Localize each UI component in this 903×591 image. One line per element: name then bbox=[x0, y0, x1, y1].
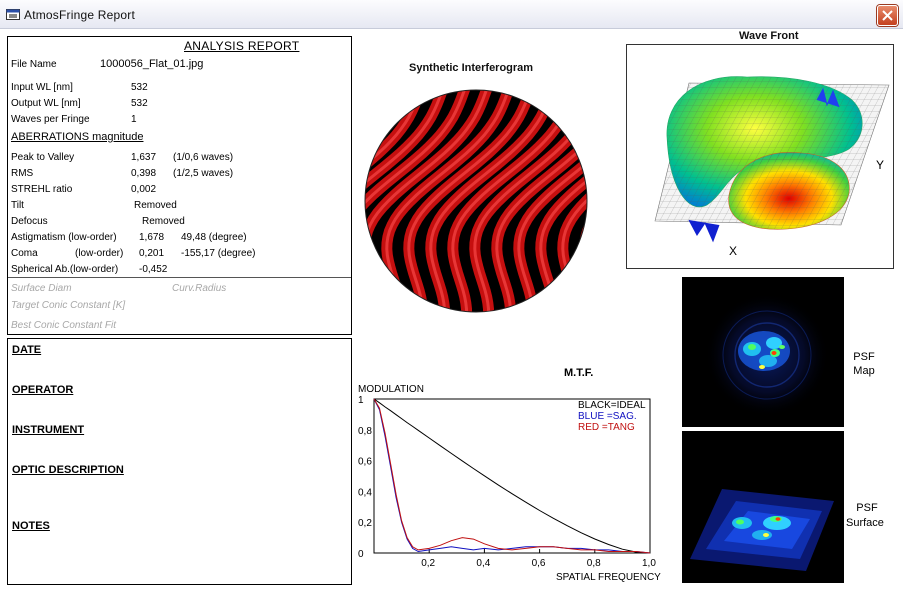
app-icon bbox=[6, 9, 20, 20]
info-panel: DATE OPERATOR INSTRUMENT OPTIC DESCRIPTI… bbox=[7, 338, 352, 585]
window-title: AtmosFringe Report bbox=[24, 8, 135, 22]
close-button[interactable] bbox=[877, 5, 898, 26]
mtf-xtick-label: 0,4 bbox=[476, 558, 490, 569]
astigmatism-value: 1,678 bbox=[139, 232, 165, 243]
mtf-title: M.T.F. bbox=[564, 367, 593, 379]
defocus-label: Defocus bbox=[11, 216, 48, 227]
report-divider bbox=[8, 277, 351, 278]
psf-map-label-1: PSF bbox=[853, 351, 875, 363]
waves-per-fringe-label: Waves per Fringe bbox=[11, 114, 90, 125]
mtf-ytick-label: 0,4 bbox=[358, 487, 372, 498]
fringe-highlight bbox=[365, 90, 428, 312]
output-wl-label: Output WL [nm] bbox=[11, 98, 81, 109]
mtf-xtick-label: 0,6 bbox=[532, 558, 546, 569]
close-icon bbox=[882, 10, 893, 21]
x-axis-label: X bbox=[729, 244, 737, 258]
ptv-label: Peak to Valley bbox=[11, 152, 75, 163]
best-conic-label: Best Conic Constant Fit bbox=[11, 320, 117, 331]
wavefront-3d-plot: P V X Y bbox=[614, 60, 890, 262]
operator-label: OPERATOR bbox=[12, 384, 74, 396]
ptv-value: 1,637 bbox=[131, 152, 157, 163]
coma-angle: -155,17 (degree) bbox=[181, 248, 256, 259]
optic-description-label: OPTIC DESCRIPTION bbox=[12, 464, 124, 476]
mtf-ytick-label: 0,8 bbox=[358, 426, 372, 437]
fringe-highlight bbox=[365, 90, 450, 312]
fringe-highlight bbox=[407, 90, 538, 312]
mtf-ytick-label: 1 bbox=[358, 395, 364, 406]
mtf-series-line-2 bbox=[373, 398, 651, 554]
output-wl-value: 532 bbox=[131, 98, 148, 109]
mtf-ytick-label: 0,6 bbox=[358, 457, 372, 468]
mtf-xlabel: SPATIAL FREQUENCY bbox=[556, 572, 661, 583]
coma-label: Coma bbox=[11, 248, 38, 259]
astigmatism-label: Astigmatism (low-order) bbox=[11, 232, 117, 243]
rms-value: 0,398 bbox=[131, 168, 157, 179]
aberrations-heading: ABERRATIONS magnitude bbox=[11, 131, 144, 143]
mtf-plot-frame bbox=[373, 398, 651, 554]
psf-surface-image bbox=[682, 431, 844, 583]
mtf-legend-entry: BLUE =SAG. bbox=[578, 411, 637, 422]
psf-surface-label-1: PSF bbox=[856, 502, 878, 514]
report-title: ANALYSIS REPORT bbox=[184, 39, 300, 53]
target-conic-label: Target Conic Constant [K] bbox=[11, 300, 126, 311]
spherical-label: Spherical Ab.(low-order) bbox=[11, 264, 119, 275]
defocus-value: Removed bbox=[142, 216, 185, 227]
instrument-label: INSTRUMENT bbox=[12, 424, 85, 436]
synthetic-interferogram bbox=[364, 89, 588, 313]
input-wl-label: Input WL [nm] bbox=[11, 82, 73, 93]
mtf-ylabel: MODULATION bbox=[358, 384, 424, 395]
waves-per-fringe-value: 1 bbox=[131, 114, 137, 125]
file-name-value: 1000056_Flat_01.jpg bbox=[100, 58, 204, 70]
spherical-value: -0,452 bbox=[139, 264, 168, 275]
mtf-series-line-0 bbox=[373, 398, 651, 554]
mtf-chart: M.T.F. MODULATION 1 0,8 0,6 0,4 0,2 0 0,2 0,4 0… bbox=[358, 367, 661, 583]
notes-label: NOTES bbox=[12, 520, 50, 532]
mtf-legend-entry: BLACK=IDEAL bbox=[578, 400, 646, 411]
mtf-xtick-label: 1,0 bbox=[642, 558, 656, 569]
mtf-ytick-label: 0 bbox=[358, 549, 364, 560]
wavefront-panel: P V X Y bbox=[614, 44, 894, 269]
fringe-highlight bbox=[365, 90, 472, 312]
coma-order: (low-order) bbox=[75, 248, 124, 259]
title-bar: AtmosFringe Report bbox=[0, 0, 903, 29]
rms-waves: (1/2,5 waves) bbox=[173, 168, 234, 179]
surface-diam-label: Surface Diam bbox=[11, 283, 72, 294]
rms-label: RMS bbox=[11, 168, 34, 179]
fringe-highlight bbox=[495, 90, 587, 312]
mtf-ytick-label: 0,2 bbox=[358, 518, 372, 529]
tilt-value: Removed bbox=[134, 200, 177, 211]
psf-map-image bbox=[682, 277, 844, 427]
mtf-legend-entry: RED =TANG bbox=[578, 422, 635, 433]
curv-radius-label: Curv.Radius bbox=[172, 283, 227, 294]
mtf-xtick-label: 0,8 bbox=[587, 558, 601, 569]
astigmatism-angle: 49,48 (degree) bbox=[181, 232, 247, 243]
strehl-value: 0,002 bbox=[131, 184, 157, 195]
fringe-highlight bbox=[517, 90, 587, 312]
fringe-highlight bbox=[429, 90, 560, 312]
strehl-label: STREHL ratio bbox=[11, 184, 73, 195]
analysis-report-panel: ANALYSIS REPORT File Name 1000056_Flat_0… bbox=[7, 36, 352, 335]
coma-value: 0,201 bbox=[139, 248, 165, 259]
mtf-xtick-label: 0,2 bbox=[421, 558, 435, 569]
interferogram-title: Synthetic Interferogram bbox=[409, 62, 534, 74]
file-name-label: File Name bbox=[11, 59, 57, 70]
wavefront-title: Wave Front bbox=[739, 30, 799, 42]
y-axis-label: Y bbox=[876, 158, 884, 172]
tilt-label: Tilt bbox=[11, 200, 24, 211]
date-label: DATE bbox=[12, 344, 42, 356]
ptv-waves: (1/0,6 waves) bbox=[173, 152, 234, 163]
input-wl-value: 532 bbox=[131, 82, 148, 93]
psf-surface-label-2: Surface bbox=[846, 517, 884, 529]
psf-map-label-2: Map bbox=[853, 365, 875, 377]
